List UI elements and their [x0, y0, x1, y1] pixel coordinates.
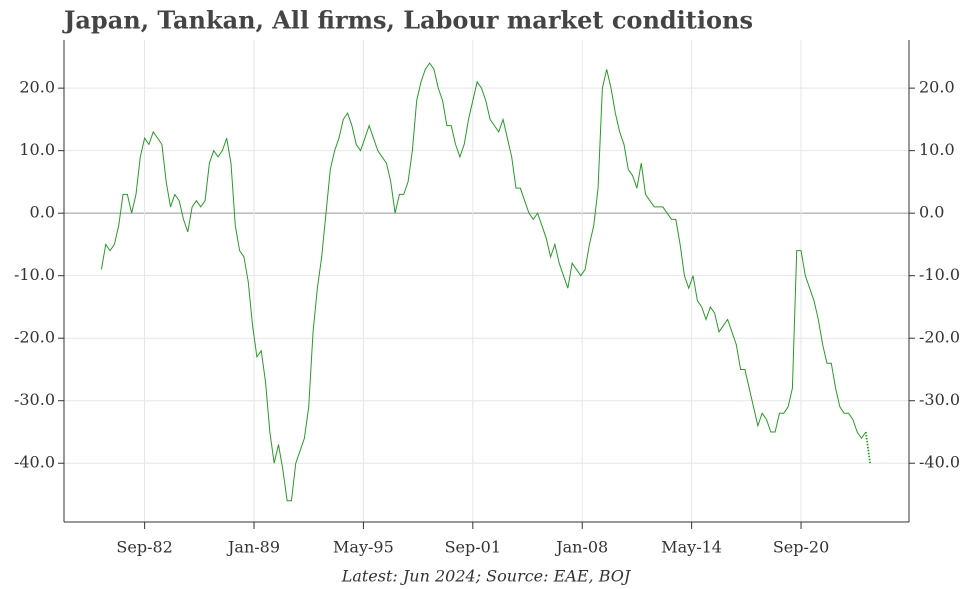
chart-title: Japan, Tankan, All firms, Labour market …: [62, 6, 753, 35]
line-series: [864, 431, 872, 464]
footnote: Latest: Jun 2024; Source: EAE, BOJ: [341, 567, 632, 586]
x-tick-label: May-95: [333, 538, 394, 557]
y2-tick-label: -30.0: [919, 390, 960, 409]
y2-tick-label: 10.0: [919, 140, 955, 159]
y-tick-label: -30.0: [14, 390, 55, 409]
y-tick-label: 10.0: [19, 140, 55, 159]
x-tick-label: May-14: [661, 538, 722, 557]
x-tick-label: Sep-82: [116, 538, 172, 557]
y-tick-label: -40.0: [14, 453, 55, 472]
x-tick-label: Jan-89: [226, 538, 280, 557]
y-tick-label: 20.0: [19, 78, 55, 97]
y-tick-label: -20.0: [14, 328, 55, 347]
y2-tick-label: -40.0: [919, 453, 960, 472]
y-tick-label: -10.0: [14, 265, 55, 284]
x-tick-label: Jan-08: [554, 538, 608, 557]
y2-tick-label: 20.0: [919, 78, 955, 97]
x-tick-label: Sep-20: [773, 538, 829, 557]
line-series: [100, 62, 867, 502]
y2-tick-label: -10.0: [919, 265, 960, 284]
y-tick-label: 0.0: [30, 203, 55, 222]
y2-tick-label: 0.0: [919, 203, 944, 222]
y2-tick-label: -20.0: [919, 328, 960, 347]
x-tick-label: Sep-01: [445, 538, 501, 557]
